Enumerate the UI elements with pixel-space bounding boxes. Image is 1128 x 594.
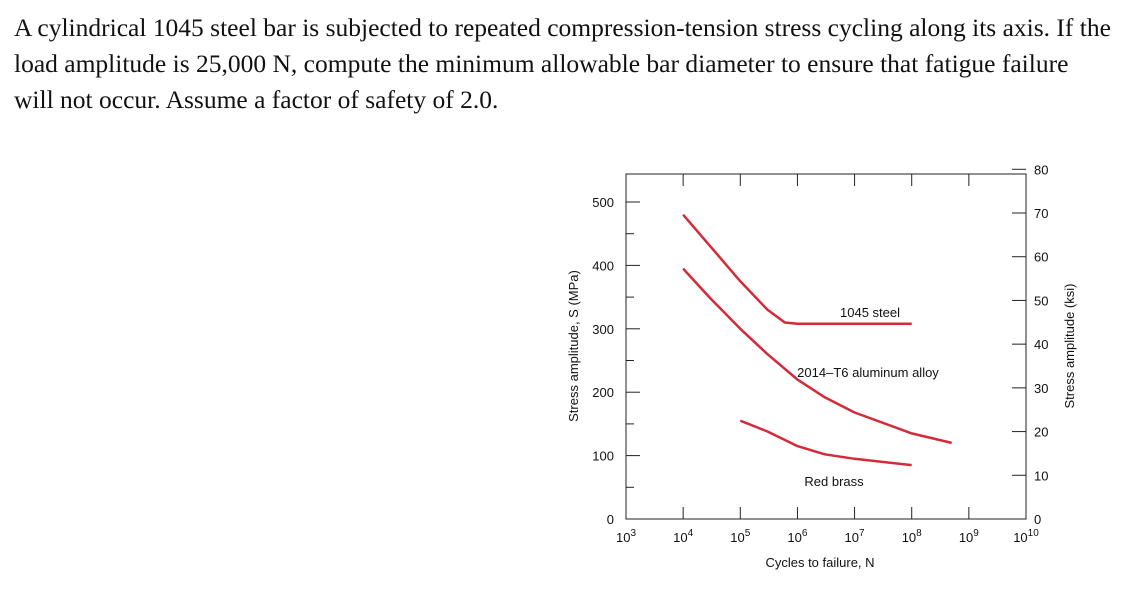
y-tick-label: 200 <box>592 385 614 400</box>
y-right-tick-label: 0 <box>1034 512 1041 527</box>
y-right-tick-label: 70 <box>1034 206 1048 221</box>
problem-statement: A cylindrical 1045 steel bar is subjecte… <box>14 13 1111 114</box>
x-tick-label: 109 <box>959 528 979 545</box>
x-tick-label: 104 <box>673 528 693 545</box>
y-right-tick-label: 20 <box>1034 425 1048 440</box>
y-right-tick-label: 60 <box>1034 250 1048 265</box>
y-right-tick-label: 30 <box>1034 381 1048 396</box>
x-tick-label: 107 <box>845 528 865 545</box>
curves <box>682 213 952 467</box>
y-tick-label: 0 <box>607 512 614 527</box>
y-right-tick-label: 80 <box>1034 162 1048 177</box>
x-tick-label: 108 <box>902 528 922 545</box>
series-label: 2014–T6 aluminum alloy <box>797 365 939 380</box>
plot-frame <box>625 173 1027 520</box>
y-tick-label: 500 <box>592 195 614 210</box>
x-axis-title: Cycles to failure, N <box>765 555 874 570</box>
y-right-tick-label: 40 <box>1034 337 1048 352</box>
y-tick-label: 100 <box>592 449 614 464</box>
series-curve <box>682 213 912 325</box>
y-right-axis-title: Stress amplitude (ksi) <box>1062 284 1077 409</box>
y-right-tick-label: 10 <box>1034 468 1048 483</box>
axes <box>625 168 1027 520</box>
x-tick-label: 106 <box>787 528 807 545</box>
y-right-tick-label: 50 <box>1034 293 1048 308</box>
y-axis-title: Stress amplitude, S (MPa) <box>566 270 581 422</box>
x-tick-label: 105 <box>730 528 750 545</box>
labels: 103 104 105 106 107 108 109 1010010020030040050… <box>566 162 1077 570</box>
series-curve <box>682 267 952 445</box>
series-curve <box>739 419 912 467</box>
series-label: Red brass <box>804 474 864 489</box>
y-tick-label: 400 <box>592 258 614 273</box>
y-tick-label: 300 <box>592 322 614 337</box>
series-label: 1045 steel <box>840 305 900 320</box>
x-tick-label: 1010 <box>1013 528 1039 545</box>
x-tick-label: 103 <box>616 528 636 545</box>
